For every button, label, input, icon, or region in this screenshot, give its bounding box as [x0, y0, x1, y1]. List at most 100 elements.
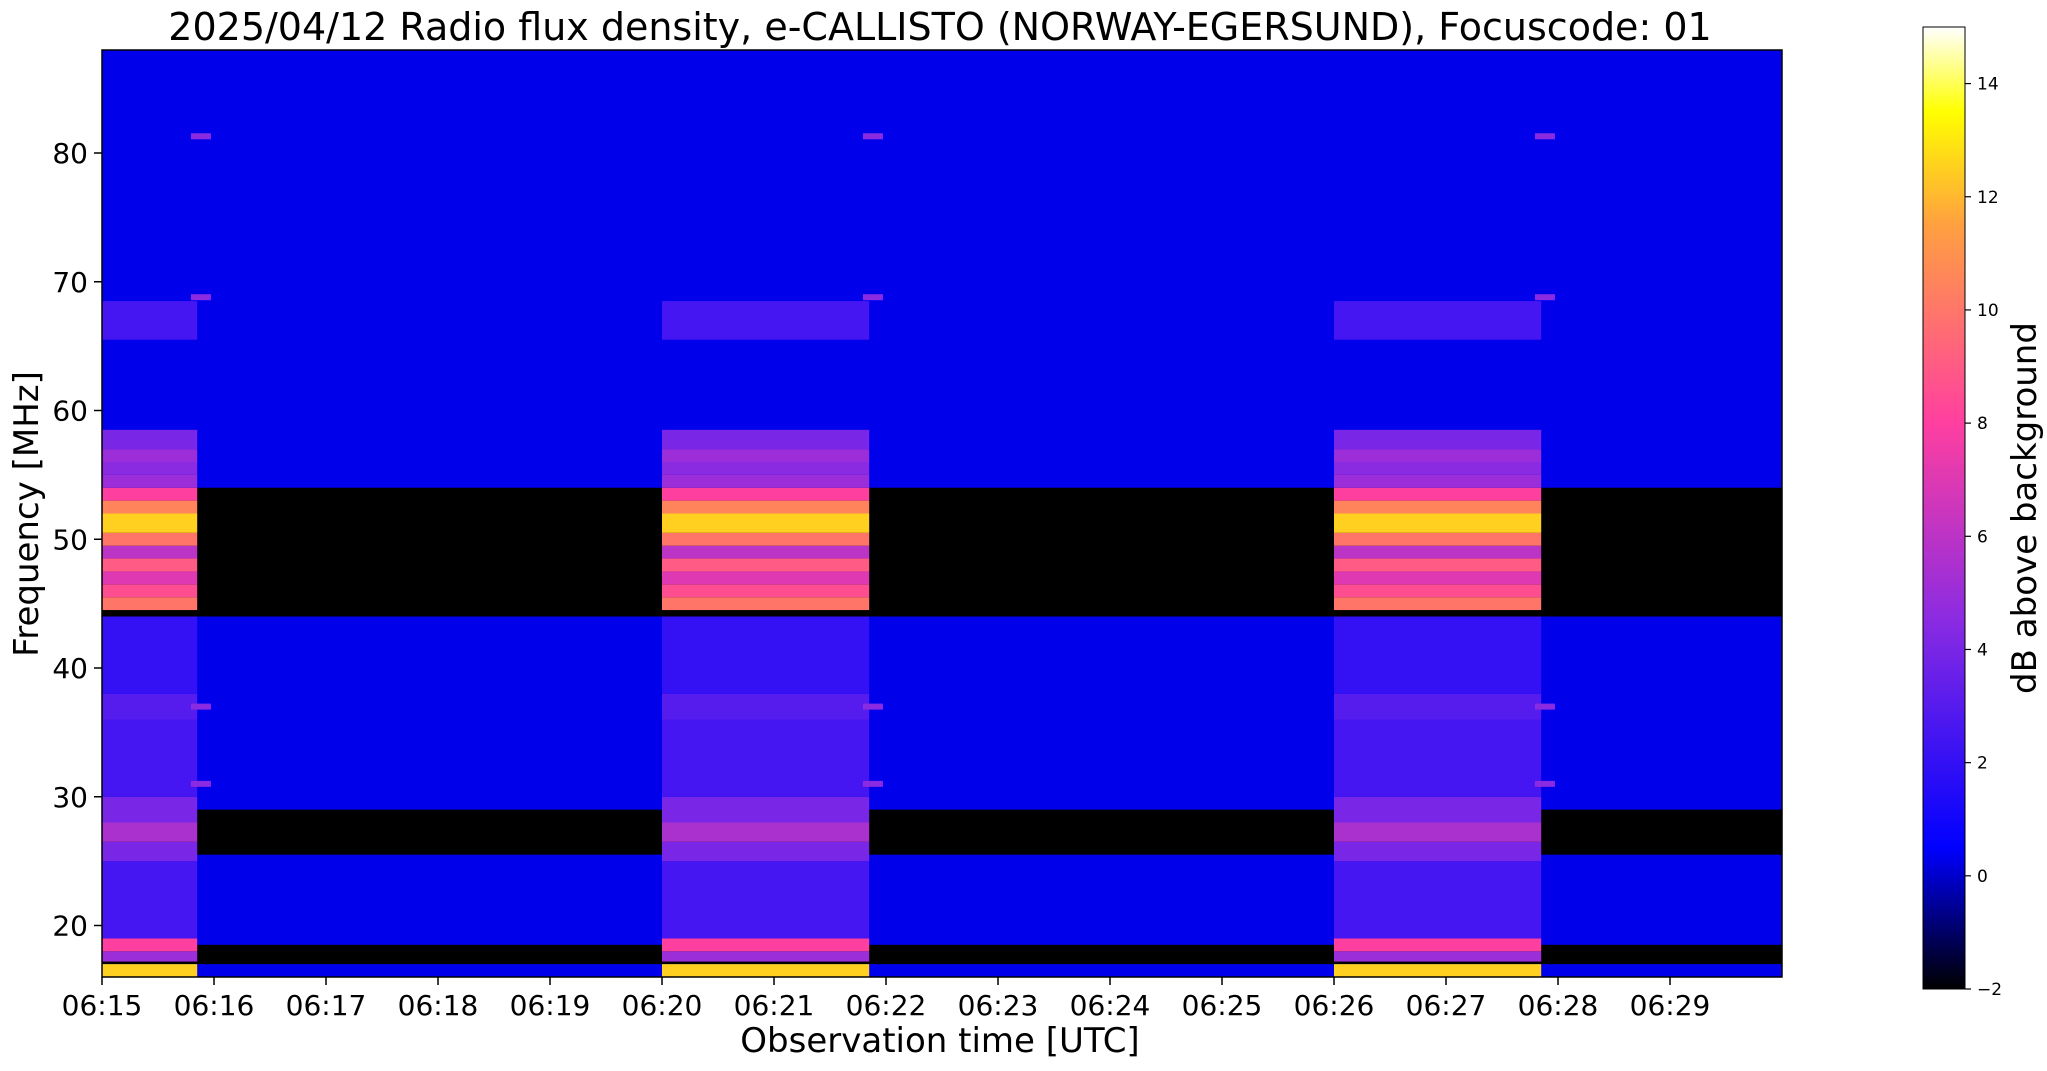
heatmap-cell	[102, 532, 198, 546]
heatmap-cell	[662, 841, 870, 862]
heatmap-cell	[102, 938, 198, 952]
heatmap-cell	[662, 429, 870, 450]
heatmap-marker	[1534, 133, 1555, 140]
x-tick-label: 06:18	[398, 989, 479, 1022]
x-tick-label: 06:29	[1630, 989, 1711, 1022]
x-tick-label: 06:15	[62, 989, 143, 1022]
y-tick-label: 80	[52, 137, 88, 170]
heatmap-cell	[1334, 532, 1542, 546]
heatmap-cell	[102, 841, 198, 862]
x-tick-label: 06:19	[510, 989, 591, 1022]
colorbar	[1922, 26, 1966, 990]
heatmap-cell	[1334, 861, 1542, 939]
heatmap-cell	[662, 462, 870, 475]
colorbar-tick-label: 4	[1977, 640, 1988, 660]
heatmap-cell	[102, 861, 198, 939]
heatmap-cell	[102, 584, 198, 598]
heatmap-cell	[102, 822, 198, 842]
y-tick-label: 60	[52, 395, 88, 428]
heatmap-cell	[662, 513, 870, 533]
heatmap-cell	[102, 474, 198, 488]
heatmap-marker	[190, 133, 211, 140]
heatmap-cell	[102, 545, 198, 559]
colorbar-ticks: −2 0 2 4 6 8 10 12 14	[1965, 75, 2002, 1000]
y-tick-label: 50	[52, 523, 88, 556]
heatmap-cell	[1334, 616, 1542, 694]
heatmap-cell	[1334, 964, 1542, 977]
heatmap-cell	[1334, 301, 1542, 340]
y-tick-label: 40	[52, 652, 88, 685]
heatmap-cell	[102, 429, 198, 450]
colorbar-tick-label: 2	[1977, 754, 1988, 774]
colorbar-tick-label: 0	[1977, 867, 1988, 887]
heatmap-cell	[102, 796, 198, 823]
heatmap-cell	[102, 964, 198, 977]
colorbar-tick-label: −2	[1977, 980, 2002, 1000]
heatmap-cell	[662, 301, 870, 340]
y-tick-label: 30	[52, 781, 88, 814]
x-tick-label: 06:21	[734, 989, 815, 1022]
heatmap-cell	[102, 597, 198, 611]
x-tick-label: 06:16	[174, 989, 255, 1022]
heatmap-cell	[662, 719, 870, 797]
heatmap-cell	[102, 616, 198, 694]
heatmap-cell	[662, 861, 870, 939]
heatmap-cell	[1334, 597, 1542, 611]
heatmap-cell	[662, 822, 870, 842]
heatmap-marker	[190, 703, 211, 710]
heatmap-cell	[102, 693, 198, 720]
heatmap-cell	[662, 449, 870, 462]
heatmap-cell	[662, 951, 870, 962]
heatmap-cell	[1334, 545, 1542, 559]
heatmap-cell	[1334, 513, 1542, 533]
heatmap-cell	[1334, 429, 1542, 450]
heatmap-cell	[1334, 449, 1542, 462]
x-tick-label: 06:26	[1294, 989, 1375, 1022]
heatmap-marker	[862, 133, 883, 140]
heatmap-cell	[662, 597, 870, 611]
heatmap-cell	[102, 487, 198, 501]
heatmap-cell	[1334, 474, 1542, 488]
heatmap-cell	[662, 796, 870, 823]
x-tick-label: 06:27	[1406, 989, 1487, 1022]
heatmap-cell	[1334, 841, 1542, 862]
heatmap-marker	[862, 780, 883, 787]
heatmap-marker	[862, 294, 883, 301]
heatmap-cell	[1334, 719, 1542, 797]
heatmap-cell	[102, 558, 198, 572]
heatmap-cell	[1334, 500, 1542, 514]
chart-title: 2025/04/12 Radio flux density, e-CALLIST…	[168, 5, 1711, 49]
heatmap-marker	[1534, 703, 1555, 710]
x-tick-label: 06:24	[1070, 989, 1151, 1022]
x-tick-label: 06:23	[958, 989, 1039, 1022]
heatmap-cell	[662, 558, 870, 572]
heatmap-cell	[102, 513, 198, 533]
heatmap-cell	[662, 964, 870, 977]
heatmap-cell	[102, 719, 198, 797]
x-tick-label: 06:17	[286, 989, 367, 1022]
colorbar-tick-label: 6	[1977, 527, 1988, 547]
colorbar-tick-label: 8	[1977, 414, 1988, 434]
heatmap-marker	[862, 703, 883, 710]
heatmap-cell	[102, 462, 198, 475]
x-tick-label: 06:22	[846, 989, 927, 1022]
heatmap-cell	[662, 616, 870, 694]
heatmap-cell	[1334, 584, 1542, 598]
x-axis-ticks: 06:15 06:16 06:17 06:18 06:19 06:20 06:21 06:22…	[62, 977, 1711, 1022]
heatmap-marker	[1534, 294, 1555, 301]
heatmap-cell	[1334, 462, 1542, 475]
heatmap-cell	[662, 584, 870, 598]
heatmap-cell	[1334, 571, 1542, 585]
heatmap-cell	[102, 500, 198, 514]
heatmap-cell	[1334, 822, 1542, 842]
colorbar-label: dB above background	[2005, 322, 2045, 694]
heatmap-marker	[1534, 780, 1555, 787]
heatmap-cell	[662, 487, 870, 501]
heatmap-cell	[1334, 938, 1542, 952]
heatmap-cell	[102, 301, 198, 340]
colorbar-tick-label: 10	[1977, 301, 1999, 321]
heatmap-cell	[662, 500, 870, 514]
colorbar-tick-label: 14	[1977, 75, 1999, 95]
heatmap-cell	[102, 571, 198, 585]
